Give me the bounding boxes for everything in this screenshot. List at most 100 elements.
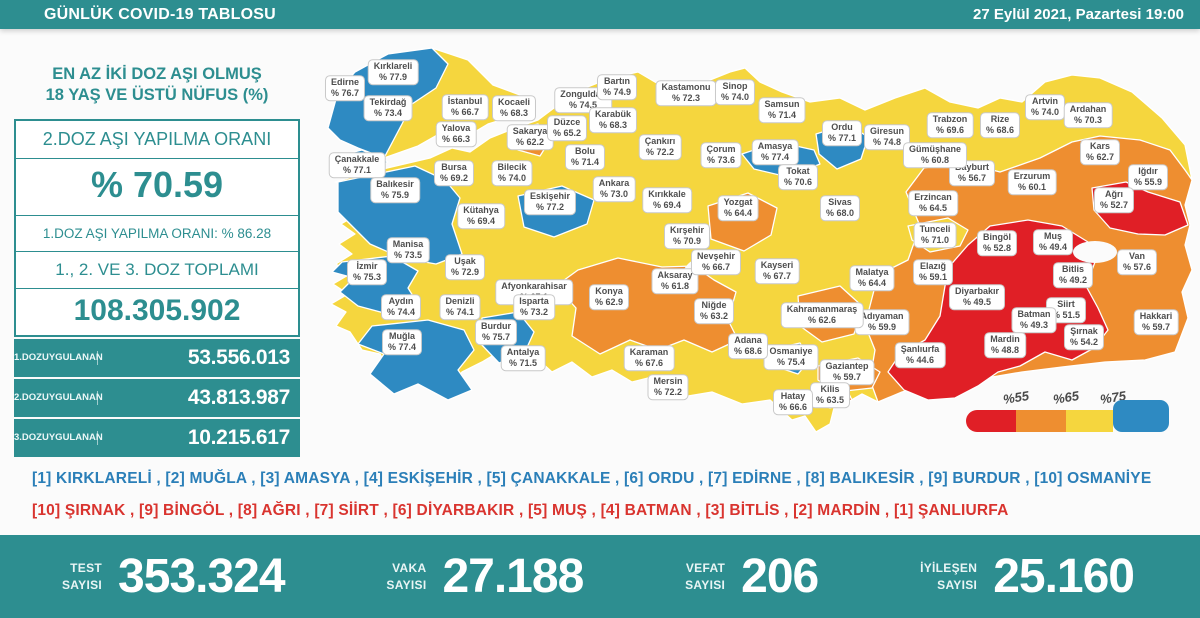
panel-heading-line1: EN AZ İKİ DOZ AŞI OLMUŞ: [52, 65, 262, 83]
province-label: Kahramanmaraş% 62.6: [780, 302, 864, 328]
province-label: Hakkari% 59.7: [1133, 309, 1179, 335]
province-label: Mardin% 48.8: [984, 332, 1026, 358]
stat-value: 353.324: [118, 550, 286, 603]
province-label: Kayseri% 67.7: [754, 258, 800, 284]
province-label: Nevşehir% 66.7: [690, 249, 742, 275]
stat-label: VEFAT SAYISI: [685, 560, 726, 592]
province-label: Kırşehir% 70.9: [663, 223, 711, 249]
province-label: Kırıkkale% 69.4: [642, 187, 692, 213]
province-label: Bitlis% 49.2: [1052, 262, 1094, 288]
province-label: Gümüşhane% 60.8: [902, 142, 968, 168]
province-label: Iğdır% 55.9: [1127, 164, 1169, 190]
province-label: Konya% 62.9: [588, 284, 630, 310]
province-label: Rize% 68.6: [979, 112, 1021, 138]
province-label: Yozgat% 64.4: [717, 195, 759, 221]
dose-row-label: 2.DOZUYGULANAN: [14, 390, 103, 405]
stat-group: TEST SAYISI 353.324: [62, 549, 286, 604]
province-label: Samsun% 71.4: [758, 97, 806, 123]
province-label: İzmir% 75.3: [346, 259, 388, 285]
map-legend: %55 %65 %75: [960, 388, 1172, 434]
province-label: Kırklareli% 77.9: [367, 59, 419, 85]
stat-value: 206: [741, 550, 819, 603]
province-label: Balıkesir% 75.9: [370, 177, 420, 203]
province-label: Isparta% 73.2: [513, 294, 555, 320]
province-label: Burdur% 75.7: [475, 319, 517, 345]
province-label: Aksaray% 61.8: [651, 268, 699, 294]
province-label: Düzce% 65.2: [546, 115, 588, 141]
stat-label: VAKA SAYISI: [386, 560, 427, 592]
province-label: Giresun% 74.8: [863, 124, 911, 150]
province-label: Bilecik% 74.0: [491, 160, 533, 186]
province-label: Osmaniye% 75.4: [763, 344, 819, 370]
province-label: Çankırı% 72.2: [638, 134, 682, 160]
dose2-rate-value: % 70.59: [16, 159, 298, 216]
legend-swatch-red: [966, 410, 1016, 432]
legend-swatch-yellow: [1066, 410, 1113, 432]
province-label: Ordu% 77.1: [821, 120, 863, 146]
province-label: Kastamonu% 72.3: [655, 80, 717, 106]
province-label: Mersin% 72.2: [647, 374, 689, 400]
legend-label-65: %65: [1051, 388, 1081, 407]
stat-label: TEST SAYISI: [62, 560, 103, 592]
turkey-map-area: Kırklareli% 77.9 Edirne% 76.7 Tekirdağ% 73…: [300, 30, 1200, 462]
province-label: Ağrı% 52.7: [1093, 187, 1135, 213]
dose-row: 2.DOZUYGULANAN 43.813.987: [14, 378, 300, 417]
province-label: Van% 57.6: [1116, 249, 1158, 275]
province-label: Uşak% 72.9: [444, 254, 486, 280]
province-label: Antalya% 71.5: [500, 345, 546, 371]
dose2-rate-label: 2.DOZ AŞI YAPILMA ORANI: [16, 121, 298, 159]
province-label: Bingöl% 52.8: [976, 230, 1018, 256]
stat-group: İYİLEŞEN SAYISI 25.160: [920, 549, 1135, 604]
province-label: Şanlıurfa% 44.6: [894, 342, 946, 368]
page-title: GÜNLÜK COVID-19 TABLOSU: [44, 5, 276, 23]
province-label: Şırnak% 54.2: [1063, 324, 1105, 350]
province-label: Çorum% 73.6: [700, 142, 742, 168]
province-label: Ankara% 73.0: [592, 176, 636, 202]
dose-rows: 1.DOZUYGULANAN 53.556.013 2.DOZUYGULANAN 43…: [14, 338, 300, 457]
dose1-rate-line: 1.DOZ AŞI YAPILMA ORANI: % 86.28: [16, 216, 298, 252]
province-label: Aydın% 74.4: [380, 294, 422, 320]
stat-value: 25.160: [993, 550, 1135, 603]
province-label: Eskişehir% 77.2: [523, 189, 577, 215]
province-label: Ardahan% 70.3: [1063, 102, 1113, 128]
total-doses-label: 1., 2. VE 3. DOZ TOPLAMI: [16, 252, 298, 289]
province-label: Tekirdağ% 73.4: [363, 95, 413, 121]
province-label: Muş% 49.4: [1032, 229, 1074, 255]
province-label: Niğde% 63.2: [693, 298, 735, 324]
province-label: Artvin% 74.0: [1024, 94, 1066, 120]
stat-group: VAKA SAYISI 27.188: [386, 549, 584, 604]
province-label: Malatya% 64.4: [849, 265, 895, 291]
stat-group: VEFAT SAYISI 206: [685, 549, 819, 604]
province-label: Diyarbakır% 49.5: [948, 284, 1006, 310]
dose-row: 3.DOZUYGULANAN 10.215.617: [14, 418, 300, 457]
province-label: Sakarya% 62.2: [506, 124, 554, 150]
header-bar: GÜNLÜK COVID-19 TABLOSU 27 Eylül 2021, P…: [0, 0, 1200, 29]
top10-provinces-row: [1] KIRKLARELİ , [2] MUĞLA , [3] AMASYA …: [32, 470, 1152, 487]
province-label: Sivas% 68.0: [819, 195, 861, 221]
legend-label-55: %55: [1001, 388, 1031, 407]
legend-swatch-orange: [1016, 410, 1066, 432]
province-label: Adana% 68.6: [727, 333, 769, 359]
province-label: İstanbul% 66.7: [441, 94, 489, 120]
province-label: Bolu% 71.4: [564, 144, 606, 170]
province-label: Bartın% 74.9: [596, 74, 638, 100]
dose-row-value: 53.556.013: [187, 345, 290, 369]
lake-van: [1073, 241, 1117, 263]
province-label: Denizli% 74.1: [439, 294, 481, 320]
dose-row-value: 43.813.987: [187, 385, 290, 409]
province-label: Çanakkale% 77.1: [328, 152, 386, 178]
province-label: Erzincan% 64.5: [908, 190, 958, 216]
province-label: Erzurum% 60.1: [1007, 169, 1057, 195]
province-label: Manisa% 73.5: [386, 237, 430, 263]
bottom10-provinces-row: [10] ŞIRNAK , [9] BİNGÖL , [8] AĞRI , [7…: [32, 502, 1009, 519]
daily-stats-bar: TEST SAYISI 353.324 VAKA SAYISI 27.188 VEFAT SA…: [0, 535, 1200, 618]
dose-row-value: 10.215.617: [187, 425, 290, 449]
province-label: Elazığ% 59.1: [912, 259, 954, 285]
panel-heading-line2: 18 YAŞ VE ÜSTÜ NÜFUS (%): [45, 86, 269, 105]
legend-swatch-blue: [1113, 400, 1169, 432]
province-label: Muğla% 77.4: [381, 329, 423, 355]
province-label: Hatay% 66.6: [772, 389, 814, 415]
dose-row: 1.DOZUYGULANAN 53.556.013: [14, 338, 300, 377]
province-label: Kilis% 63.5: [809, 382, 851, 408]
province-label: Tokat% 70.6: [777, 164, 819, 190]
